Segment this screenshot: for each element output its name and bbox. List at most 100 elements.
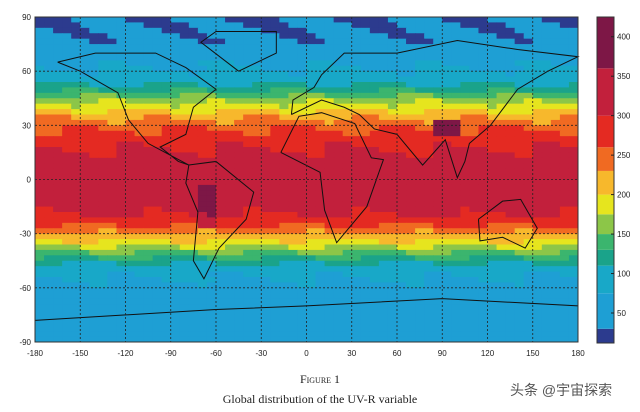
heat-cell (550, 49, 561, 56)
heat-cell (315, 304, 326, 310)
heat-cell (188, 282, 199, 289)
heat-cell (424, 65, 434, 72)
heat-cell (71, 49, 81, 56)
heat-cell (514, 217, 525, 224)
heat-cell (433, 141, 443, 148)
heat-cell (451, 27, 461, 34)
heat-cell (125, 217, 136, 224)
x-tick-label: 180 (571, 349, 585, 358)
heat-cell (360, 92, 371, 99)
heat-cell (71, 228, 81, 235)
heat-cell (261, 336, 271, 343)
heat-cell (397, 217, 407, 224)
heat-cell (243, 92, 253, 99)
heat-cell (152, 82, 163, 88)
heat-cell (170, 212, 181, 218)
heat-cell (279, 336, 289, 343)
heat-cell (297, 331, 307, 338)
y-tick-label: -30 (19, 230, 31, 239)
heat-cell (315, 179, 326, 186)
heat-cell (297, 201, 307, 208)
heat-cell (188, 98, 199, 105)
heat-cell (415, 44, 425, 50)
heat-cell (369, 304, 380, 310)
heat-cell (315, 152, 326, 159)
heat-cell (469, 282, 479, 289)
heat-cell (197, 336, 208, 343)
heat-cell (270, 266, 280, 273)
heat-cell (62, 195, 72, 202)
heat-cell (279, 222, 289, 229)
heat-cell (306, 54, 317, 61)
heat-cell (116, 206, 126, 213)
heat-cell (559, 228, 570, 235)
heat-cell (134, 98, 145, 105)
heat-cell (279, 27, 289, 34)
heat-cell (333, 277, 344, 283)
heat-cell (297, 217, 307, 224)
heat-cell (270, 244, 280, 251)
heat-cell (333, 233, 344, 240)
heat-cell (478, 98, 488, 105)
heat-cell (152, 54, 163, 61)
heat-cell (496, 125, 507, 132)
heat-cell (397, 195, 407, 202)
heat-cell (324, 228, 335, 235)
heat-cell (53, 152, 63, 159)
heat-cell (523, 168, 534, 175)
heat-cell (107, 87, 117, 94)
heat-cell (243, 60, 253, 67)
heat-cell (288, 38, 298, 45)
heat-cell (288, 54, 298, 61)
heat-cell (378, 163, 389, 170)
heat-cell (288, 277, 298, 283)
heat-cell (297, 195, 307, 202)
heat-cell (568, 157, 579, 164)
heat-cell (216, 109, 226, 115)
heat-cell (378, 130, 389, 137)
heat-cell (161, 38, 172, 45)
heat-cell (496, 114, 507, 121)
heat-cell (270, 228, 280, 235)
heat-cell (297, 152, 307, 159)
heat-cell (378, 325, 389, 332)
heat-cell (487, 136, 498, 143)
heat-cell (469, 331, 479, 338)
heat-cell (406, 190, 416, 197)
heat-cell (143, 255, 154, 262)
heat-cell (532, 71, 543, 78)
heat-cell (469, 174, 479, 180)
heat-cell (360, 163, 371, 170)
heat-cell (234, 201, 244, 208)
heat-cell (369, 65, 380, 72)
heat-cell (406, 228, 416, 235)
heat-cell (234, 109, 244, 115)
heat-cell (53, 212, 63, 218)
heat-cell (451, 228, 461, 235)
heat-cell (550, 130, 561, 137)
heat-cell (514, 87, 525, 94)
heat-cell (315, 87, 326, 94)
heat-cell (306, 98, 317, 105)
heat-cell (252, 325, 262, 332)
heat-cell (116, 119, 126, 126)
heat-cell (324, 293, 335, 300)
heat-cell (143, 320, 154, 327)
heat-cell (397, 314, 407, 321)
heat-cell (360, 103, 371, 110)
heat-cell (44, 163, 54, 170)
heat-cell (243, 130, 253, 137)
heat-cell (80, 325, 90, 332)
heat-cell (188, 298, 199, 305)
heat-cell (179, 54, 190, 61)
heat-cell (487, 271, 498, 278)
heat-cell (397, 282, 407, 289)
heat-cell (225, 212, 235, 218)
heat-cell (134, 277, 145, 283)
heat-cell (496, 71, 507, 78)
heat-cell (505, 277, 516, 283)
heat-cell (523, 244, 534, 251)
heat-cell (62, 147, 72, 153)
heat-cell (270, 157, 280, 164)
heat-cell (98, 136, 108, 143)
